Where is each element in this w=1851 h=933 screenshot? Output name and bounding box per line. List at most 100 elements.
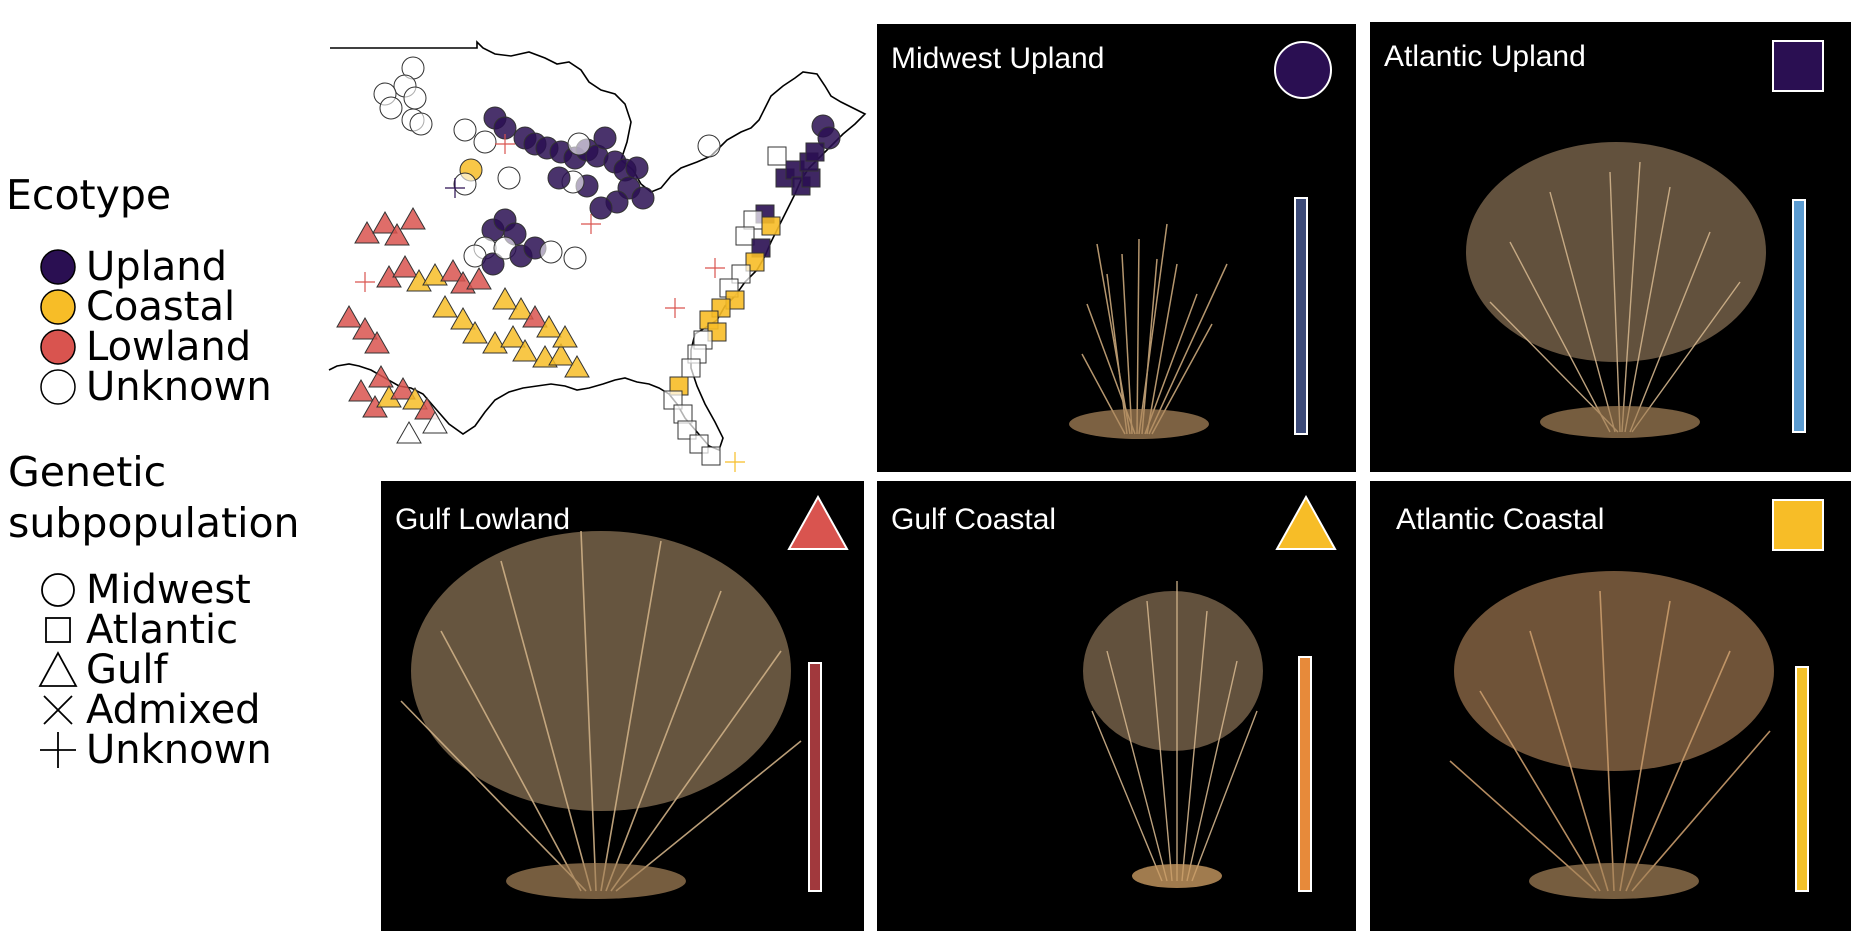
legend-label-lowland: Lowland bbox=[86, 324, 252, 370]
map-sample-marker bbox=[512, 338, 538, 362]
map-sample-marker bbox=[473, 130, 497, 154]
map-sample-marker bbox=[567, 132, 591, 156]
map-sample-marker bbox=[400, 206, 426, 230]
legend-item-lowland: Lowland bbox=[38, 327, 251, 367]
map-sample-marker bbox=[735, 226, 755, 246]
genetic-legend-title-line1: Genetic bbox=[8, 448, 167, 496]
map-sample-marker bbox=[403, 86, 427, 110]
map-sample-marker bbox=[466, 266, 492, 290]
map-sample-marker bbox=[761, 216, 781, 236]
map-markers bbox=[336, 56, 841, 472]
map-sample-marker bbox=[589, 196, 613, 220]
map-sample-marker bbox=[384, 222, 410, 246]
open-circle-icon bbox=[40, 369, 76, 405]
legend-label-atlantic: Atlantic bbox=[86, 607, 239, 653]
legend-label-unknown-subpop: Unknown bbox=[86, 727, 272, 773]
map-sample-marker bbox=[581, 214, 601, 234]
map-sample-marker bbox=[497, 166, 521, 190]
legend-item-unknown-subpop: Unknown bbox=[38, 730, 272, 770]
us-sample-map bbox=[328, 40, 867, 472]
map-sample-marker bbox=[453, 118, 477, 142]
plus-icon bbox=[40, 732, 76, 768]
map-sample-marker bbox=[625, 156, 649, 180]
map-sample-marker bbox=[522, 304, 548, 328]
map-sample-marker bbox=[352, 316, 378, 340]
map-sample-marker bbox=[495, 134, 515, 154]
legend-item-midwest: Midwest bbox=[38, 570, 251, 610]
map-sample-marker bbox=[450, 306, 476, 330]
panel-midwest-upland: Midwest Upland bbox=[877, 24, 1356, 472]
map-sample-marker bbox=[547, 166, 571, 190]
panel-gulf-coastal: Gulf Coastal bbox=[877, 481, 1356, 931]
genetic-legend-title: Genetic subpopulation bbox=[8, 447, 300, 550]
map-sample-marker bbox=[593, 126, 617, 150]
map-sample-marker bbox=[422, 410, 448, 434]
triangle-marker-icon bbox=[1275, 495, 1337, 550]
map-sample-marker bbox=[536, 314, 562, 338]
panel-atlantic-coastal: Atlantic Coastal bbox=[1370, 481, 1851, 931]
square-marker-icon bbox=[1772, 40, 1824, 92]
map-sample-marker bbox=[462, 320, 488, 344]
panel-gulf-lowland: Gulf Lowland bbox=[381, 481, 864, 931]
map-sample-marker bbox=[445, 178, 465, 198]
cross-x-icon bbox=[43, 695, 73, 725]
square-marker-icon bbox=[1772, 499, 1824, 551]
legend-label-admixed: Admixed bbox=[86, 687, 261, 733]
legend-label-unknown-ecotype: Unknown bbox=[86, 364, 272, 410]
map-sample-marker bbox=[701, 446, 721, 466]
map-sample-marker bbox=[743, 210, 763, 230]
ecotype-legend-title: Ecotype bbox=[6, 171, 172, 219]
map-sample-marker bbox=[681, 358, 701, 378]
map-sample-marker bbox=[453, 172, 477, 196]
panel-atlantic-upland: Atlantic Upland bbox=[1370, 22, 1851, 472]
map-sample-marker bbox=[422, 262, 448, 286]
map-sample-marker bbox=[379, 96, 403, 120]
map-sample-marker bbox=[552, 324, 578, 348]
legend-item-coastal: Coastal bbox=[38, 287, 235, 327]
switchgrass-plant-image bbox=[1069, 197, 1308, 439]
legend-label-gulf: Gulf bbox=[86, 647, 168, 693]
map-sample-marker bbox=[390, 376, 416, 400]
switchgrass-plant-image bbox=[1466, 142, 1806, 438]
map-sample-marker bbox=[481, 252, 505, 276]
map-sample-marker bbox=[697, 134, 721, 158]
map-sample-marker bbox=[336, 304, 362, 328]
panel-title: Gulf Lowland bbox=[395, 503, 571, 536]
map-sample-marker bbox=[500, 324, 526, 348]
legend-label-upland: Upland bbox=[86, 244, 228, 290]
map-sample-marker bbox=[364, 330, 390, 354]
map-sample-marker bbox=[414, 396, 440, 420]
square-outline-icon bbox=[45, 617, 71, 643]
map-sample-marker bbox=[548, 342, 574, 366]
map-sample-marker bbox=[440, 258, 466, 282]
map-sample-marker bbox=[508, 296, 534, 320]
genetic-legend-title-line2: subpopulation bbox=[8, 499, 300, 548]
map-sample-marker bbox=[805, 142, 825, 162]
circle-marker-icon bbox=[1274, 41, 1332, 99]
map-sample-marker bbox=[348, 378, 374, 402]
panel-title: Midwest Upland bbox=[891, 42, 1105, 75]
panel-title: Atlantic Upland bbox=[1384, 40, 1586, 73]
map-sample-marker bbox=[631, 186, 655, 210]
map-sample-marker bbox=[705, 258, 725, 278]
legend-item-atlantic: Atlantic bbox=[38, 610, 238, 650]
map-sample-marker bbox=[368, 364, 394, 388]
legend-item-upland: Upland bbox=[38, 247, 227, 287]
map-sample-marker bbox=[432, 294, 458, 318]
map-sample-marker bbox=[725, 452, 745, 472]
map-sample-marker bbox=[564, 354, 590, 378]
filled-circle-icon bbox=[40, 329, 76, 365]
legend-item-unknown-ecotype: Unknown bbox=[38, 367, 272, 407]
map-sample-marker bbox=[392, 254, 418, 278]
map-sample-marker bbox=[563, 246, 587, 270]
map-sample-marker bbox=[482, 330, 508, 354]
map-sample-marker bbox=[372, 210, 398, 234]
map-sample-marker bbox=[539, 240, 563, 264]
switchgrass-plant-image bbox=[1449, 571, 1809, 899]
legend-label-midwest: Midwest bbox=[86, 567, 251, 613]
panel-title: Gulf Coastal bbox=[891, 503, 1057, 536]
switchgrass-plant-image bbox=[1083, 581, 1312, 892]
map-sample-marker bbox=[492, 286, 518, 310]
map-sample-marker bbox=[665, 298, 685, 318]
legend-item-admixed: Admixed bbox=[38, 690, 261, 730]
